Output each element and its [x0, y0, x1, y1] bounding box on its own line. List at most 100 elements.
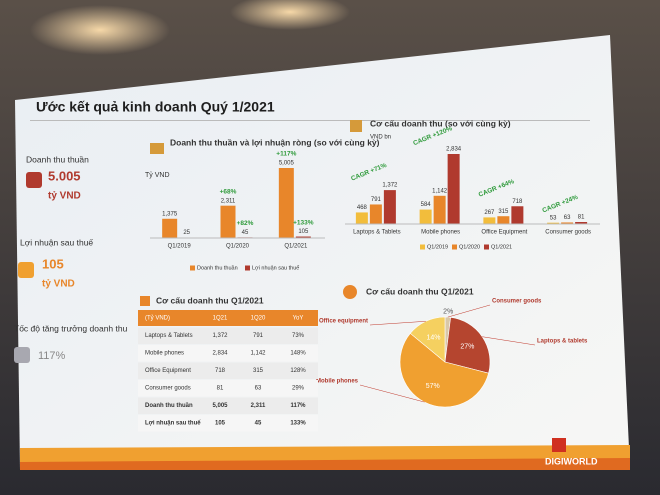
slice-label: Laptops & tablets [537, 339, 588, 345]
value-label: 791 [371, 197, 382, 203]
table-cell: 73% [292, 333, 305, 339]
legend-swatch [420, 244, 425, 250]
table-cell: 1,142 [250, 351, 266, 357]
table-row [138, 345, 318, 362]
table-cell: 315 [253, 368, 264, 374]
slide-band [20, 458, 630, 470]
x-tick-label: Mobile phones [421, 230, 460, 236]
table-cell: 5,005 [212, 403, 228, 409]
table-cell: 29% [292, 386, 305, 392]
table-row [138, 380, 318, 397]
table-title: Cơ cấu doanh thu Q1/2021 [156, 295, 264, 305]
bar [355, 212, 368, 224]
growth-label: +133% [293, 219, 314, 226]
chart-unit: Tỷ VND [145, 172, 170, 179]
table-row [138, 362, 318, 379]
bar [497, 216, 510, 224]
table-cell: 105 [215, 421, 226, 427]
pie-slice [444, 317, 491, 374]
value-label: 105 [298, 229, 309, 235]
ceiling-light [230, 0, 350, 30]
kpi-label: Doanh thu thuần [26, 154, 89, 164]
table-cell: 63 [255, 386, 262, 392]
table-row [138, 415, 318, 432]
table-cell: 2,834 [212, 351, 228, 357]
ceiling-light [30, 5, 170, 55]
bar [561, 222, 574, 224]
x-tick-label: Q1/2020 [226, 244, 250, 250]
table-cell: 718 [215, 368, 226, 374]
kpi-label: Tốc độ tăng trưởng doanh thu [14, 323, 128, 333]
legend-label: Q1/2021 [491, 244, 512, 250]
value-label: 45 [242, 230, 249, 236]
kpi-icon [18, 262, 34, 278]
chart-icon [150, 143, 164, 154]
x-tick-label: Office Equipment [481, 230, 527, 236]
slide-title: Ước kết quả kinh doanh Quý 1/2021 [36, 99, 275, 115]
growth-label: +68% [220, 188, 237, 195]
kpi-label: Lợi nhuận sau thuế [20, 237, 93, 247]
table-cell: 128% [290, 368, 306, 374]
bar [369, 204, 382, 224]
table-icon [140, 296, 150, 306]
chart-title: Cơ cấu doanh thu (so với cùng kỳ) [370, 118, 511, 128]
legend-swatch [452, 244, 457, 250]
legend-swatch [190, 265, 195, 271]
value-label: 267 [484, 210, 495, 216]
table-header-cell: 1Q20 [251, 316, 266, 322]
growth-label: +82% [237, 220, 254, 227]
legend-label: Doanh thu thuần [197, 265, 238, 271]
bar [483, 217, 496, 224]
x-tick-label: Q1/2019 [168, 244, 192, 250]
value-label: 81 [578, 215, 585, 221]
chart-icon [350, 120, 362, 132]
table-cell: Mobile phones [145, 351, 184, 357]
value-label: 584 [421, 202, 432, 208]
kpi-value: 5.005 [48, 168, 81, 183]
x-tick-label: Laptops & Tablets [353, 230, 401, 236]
value-label: 718 [512, 199, 523, 205]
value-label: 2,834 [446, 147, 462, 153]
bar [547, 222, 560, 224]
chart-title: Doanh thu thuần và lợi nhuận ròng (so vớ… [170, 137, 380, 147]
value-label: 57% [426, 383, 440, 390]
table-cell: Office Equipment [145, 368, 191, 374]
value-label: 53 [550, 215, 557, 221]
leader-line [447, 304, 491, 318]
legend-label: Q1/2020 [459, 244, 480, 250]
kpi-icon [14, 347, 30, 363]
pie-icon [343, 285, 357, 299]
table-cell: 2,311 [251, 403, 266, 409]
table-cell: Consumer goods [145, 386, 191, 392]
value-label: 1,375 [162, 211, 178, 217]
slice-label: Mobile phones [316, 379, 359, 385]
bar [433, 195, 446, 224]
value-label: 315 [498, 209, 509, 215]
bar [295, 236, 311, 238]
bar [511, 206, 524, 224]
kpi-unit: tỷ VND [48, 191, 81, 202]
bar [447, 154, 460, 224]
table-cell: 117% [290, 403, 306, 409]
chart-title: Cơ cấu doanh thu Q1/2021 [366, 286, 474, 296]
pie-slice [399, 332, 489, 408]
value-label: 14% [426, 334, 440, 341]
bar [383, 190, 396, 224]
table-header-cell: (Tỷ VND) [145, 315, 170, 322]
growth-label: +117% [276, 151, 296, 158]
kpi-value: 117% [38, 350, 66, 362]
legend-label: Lợi nhuận sau thuế [252, 265, 299, 271]
value-label: 1,142 [432, 188, 448, 194]
leader-line [359, 384, 425, 403]
table-header-cell: 1Q21 [213, 316, 228, 322]
value-label: 1,372 [382, 183, 398, 189]
bar [220, 205, 236, 238]
slice-label: Consumer goods [492, 299, 542, 305]
x-tick-label: Consumer goods [545, 230, 591, 236]
value-label: 25 [183, 230, 190, 236]
pie-slice [409, 316, 446, 363]
table-cell: Lợi nhuận sau thuế [145, 420, 201, 427]
table-cell: 791 [253, 333, 264, 339]
